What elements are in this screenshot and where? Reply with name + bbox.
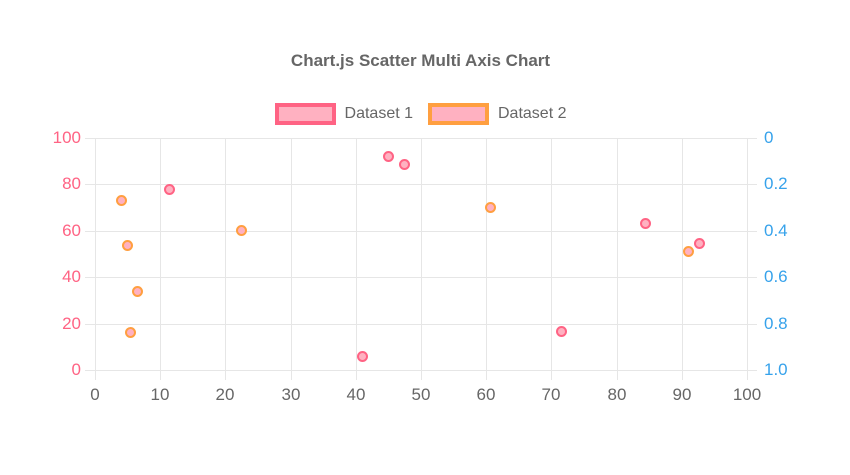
chart-title: Chart.js Scatter Multi Axis Chart: [290, 51, 551, 70]
legend-label: Dataset 1: [344, 105, 413, 122]
scatter-point-dataset-1[interactable]: [640, 218, 651, 229]
x-tick-label: 90: [672, 385, 692, 404]
legend-item-dataset-1[interactable]: Dataset 1: [274, 103, 413, 125]
v-gridline: [747, 138, 748, 380]
x-tick-label: 60: [476, 385, 496, 404]
scatter-point-dataset-2[interactable]: [132, 286, 143, 297]
x-tick-label: 20: [215, 385, 235, 404]
v-gridline: [291, 138, 292, 380]
x-tick-label: 40: [346, 385, 366, 404]
legend-label: Dataset 2: [498, 105, 567, 122]
y-left-tick-label: 80: [62, 174, 81, 193]
v-gridline: [95, 138, 96, 380]
v-gridline: [356, 138, 357, 380]
y-left-tick-label: 0: [71, 360, 81, 379]
x-tick-label: 50: [411, 385, 431, 404]
y-right-tick-label: 0.6: [764, 267, 788, 286]
legend-swatch-dataset-2: [428, 103, 489, 125]
y-right-tick-label: 0.8: [764, 314, 788, 333]
v-gridline: [486, 138, 487, 380]
x-tick-label: 100: [732, 385, 762, 404]
scatter-point-dataset-2[interactable]: [683, 246, 694, 257]
x-tick-label: 10: [150, 385, 170, 404]
legend: Dataset 1 Dataset 2: [0, 103, 841, 125]
legend-item-dataset-2[interactable]: Dataset 2: [428, 103, 566, 125]
scatter-point-dataset-1[interactable]: [383, 151, 394, 162]
scatter-point-dataset-2[interactable]: [125, 327, 136, 338]
scatter-point-dataset-1[interactable]: [399, 159, 410, 170]
legend-swatch-dataset-1: [274, 103, 336, 125]
scatter-point-dataset-2[interactable]: [122, 240, 133, 251]
v-gridline: [551, 138, 552, 380]
scatter-point-dataset-1[interactable]: [164, 184, 175, 195]
x-tick-label: 80: [607, 385, 627, 404]
scatter-point-dataset-2[interactable]: [116, 195, 127, 206]
y-right-tick-label: 0.2: [764, 174, 788, 193]
v-gridline: [682, 138, 683, 380]
scatter-point-dataset-1[interactable]: [694, 238, 705, 249]
scatter-point-dataset-2[interactable]: [485, 202, 496, 213]
y-left-tick-label: 40: [62, 267, 81, 286]
scatter-point-dataset-1[interactable]: [556, 326, 567, 337]
v-gridline: [617, 138, 618, 380]
y-left-tick-label: 60: [62, 221, 81, 240]
scatter-point-dataset-2[interactable]: [236, 225, 247, 236]
y-right-tick-label: 0.4: [764, 221, 788, 240]
y-left-tick-label: 100: [52, 128, 81, 147]
scatter-point-dataset-1[interactable]: [357, 351, 368, 362]
x-tick-label: 70: [541, 385, 561, 404]
y-right-tick-label: 1.0: [764, 360, 788, 379]
v-gridline: [225, 138, 226, 380]
y-left-tick-label: 20: [62, 314, 81, 333]
x-tick-label: 30: [281, 385, 301, 404]
y-right-tick-label: 0: [764, 128, 774, 147]
v-gridline: [421, 138, 422, 380]
x-tick-label: 0: [90, 385, 100, 404]
v-gridline: [160, 138, 161, 380]
